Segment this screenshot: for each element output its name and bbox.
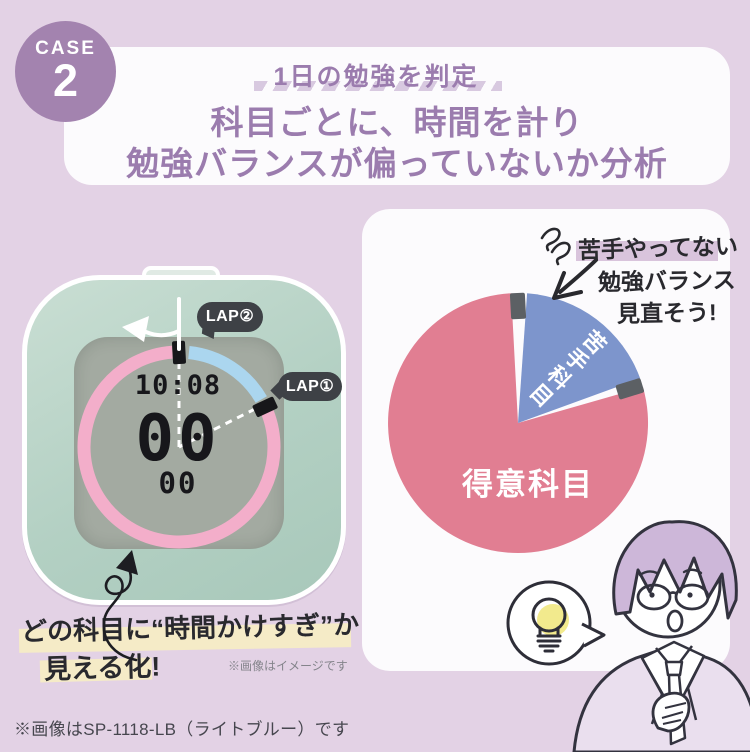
timer-main-display: 00 — [135, 402, 221, 476]
timer-ring-pink-arc — [77, 345, 281, 549]
counterclockwise-arrow-shaft — [144, 329, 181, 338]
loop-arrow-icon — [102, 550, 138, 662]
idea-speech-bubble — [506, 580, 606, 666]
pie-marker-top — [509, 292, 527, 320]
pie-label-strong-subject: 得意科目 — [462, 467, 594, 502]
annotation-highlight — [576, 241, 718, 261]
hand — [651, 691, 691, 733]
image-disclaimer: ※画像はイメージです — [228, 659, 348, 673]
header-card: 1日の勉強を判定 科目ごとに、時間を計り 勉強バランスが偏っていないか分析 — [64, 47, 730, 185]
tie-knot — [664, 660, 684, 677]
timer-clock-display: 10:08 — [134, 370, 222, 401]
eyebrows — [638, 568, 703, 577]
down-left-arrow-icon — [552, 258, 598, 300]
page-title-line2: 勉強バランスが偏っていないか分析 — [126, 145, 668, 182]
timer-sub-display: 00 — [158, 466, 198, 500]
annotation-line3: 見直そう! — [616, 299, 717, 327]
glasses-right-lens — [674, 583, 710, 611]
kicker-underline-stripes — [254, 81, 502, 91]
left-eye — [649, 592, 655, 598]
case-number: 2 — [52, 55, 79, 106]
dashed-line-lap1 — [178, 403, 264, 449]
timer-ring-graphic — [77, 297, 281, 549]
speech-bubble-tail — [581, 622, 606, 648]
timer-ring-blue-arc — [188, 346, 267, 403]
bulb-base — [536, 634, 562, 653]
pie-slice-weak — [518, 293, 641, 423]
right-eye — [687, 592, 693, 598]
mouth — [666, 609, 684, 633]
glasses-bridge — [668, 591, 678, 596]
glasses-left-lens — [636, 583, 672, 611]
lap2-badge: LAP② — [197, 302, 263, 332]
kicker-text: 1日の勉強を判定 — [273, 63, 479, 91]
case-label: CASE — [35, 38, 96, 59]
annotation-line2: 勉強バランス — [597, 266, 736, 296]
model-disclaimer: ※画像はSP-1118-LB（ライトブルー）です — [14, 720, 350, 739]
pie-slice-strong — [388, 293, 649, 554]
study-balance-pie-chart — [388, 292, 649, 554]
lap1-badge: LAP① — [278, 372, 342, 401]
note-line1: どの科目に“時間かけすぎ”か — [20, 609, 360, 647]
counterclockwise-arrow-icon — [122, 316, 149, 342]
squiggle-icon — [540, 227, 571, 266]
annotation-line1: 苦手やってない — [577, 232, 739, 264]
student-illustration — [572, 520, 750, 752]
case-number-badge: CASE 2 — [15, 21, 116, 122]
page-title-line1: 科目ごとに、時間を計り — [210, 104, 584, 141]
pie-marker-side — [615, 378, 645, 400]
pie-label-weak-subject: 苦手科目 — [522, 324, 611, 413]
lightbulb-icon — [531, 597, 567, 633]
bulb-glow — [537, 604, 569, 636]
lap2-marker — [172, 340, 186, 365]
lap1-marker — [252, 396, 278, 417]
